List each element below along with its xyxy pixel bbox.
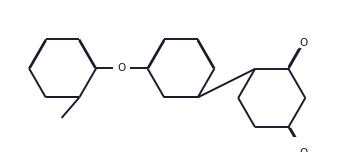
Text: O: O xyxy=(300,38,308,48)
Text: O: O xyxy=(300,148,308,152)
Text: O: O xyxy=(118,63,126,73)
